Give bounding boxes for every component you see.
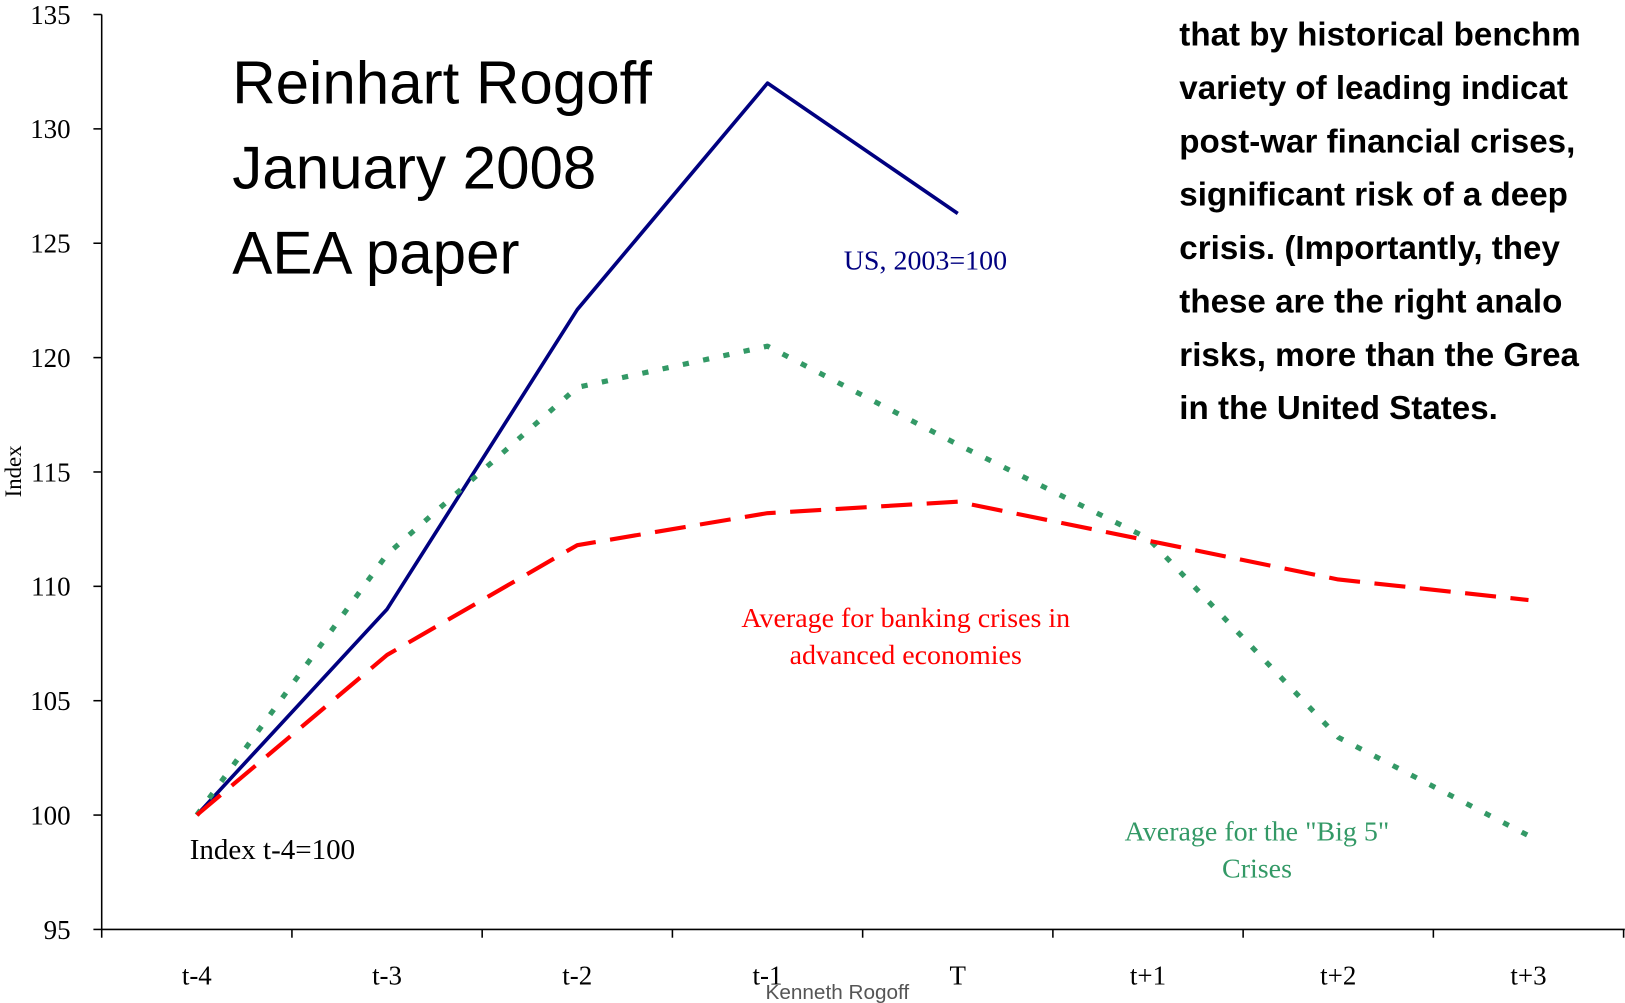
quote-line: risks, more than the Grea xyxy=(1179,337,1579,374)
y-tick-label: 110 xyxy=(31,572,70,602)
x-tick-label: t+2 xyxy=(1320,960,1356,990)
footer: Kenneth Rogoff xyxy=(766,981,910,1003)
quote-line: post-war financial crises, xyxy=(1179,123,1575,160)
series-label: Crises xyxy=(1222,854,1292,885)
series-label: US, 2003=100 xyxy=(844,245,1007,276)
y-tick-label: 130 xyxy=(30,114,70,144)
y-tick-label: 115 xyxy=(31,457,70,487)
x-tick-label: t+3 xyxy=(1510,960,1546,990)
quote-line: these are the right analo xyxy=(1179,283,1562,320)
y-axis-label: Index xyxy=(1,445,26,497)
y-tick-label: 100 xyxy=(30,800,70,830)
y-tick-label: 95 xyxy=(44,915,71,945)
chart-title: Reinhart Rogoff xyxy=(232,50,652,117)
annotation: Index t-4=100 xyxy=(190,834,355,866)
chart-title: AEA paper xyxy=(232,220,519,287)
series-label: advanced economies xyxy=(790,640,1022,671)
y-tick-label: 135 xyxy=(30,0,70,30)
quote-line: in the United States. xyxy=(1179,390,1498,427)
quote-line: crisis. (Importantly, they xyxy=(1179,230,1560,267)
quote-line: significant risk of a deep xyxy=(1179,177,1568,214)
quote-line: variety of leading indicat xyxy=(1179,70,1568,107)
y-tick-label: 120 xyxy=(30,343,70,373)
quote-line: that by historical benchm xyxy=(1179,17,1580,54)
x-tick-label: t-1 xyxy=(753,960,783,990)
x-tick-label: t-2 xyxy=(562,960,592,990)
x-tick-label: t+1 xyxy=(1130,960,1166,990)
series-line xyxy=(195,499,1529,817)
y-tick-label: 125 xyxy=(30,229,70,259)
x-tick-label: t-4 xyxy=(182,960,212,990)
series-label: Average for the "Big 5" xyxy=(1125,816,1390,847)
x-tick-label: t-3 xyxy=(372,960,402,990)
y-tick-label: 105 xyxy=(30,686,70,716)
chart-title: January 2008 xyxy=(232,135,596,202)
x-tick-label: T xyxy=(950,960,966,990)
series-label: Average for banking crises in xyxy=(741,603,1070,634)
series-line xyxy=(195,81,959,817)
